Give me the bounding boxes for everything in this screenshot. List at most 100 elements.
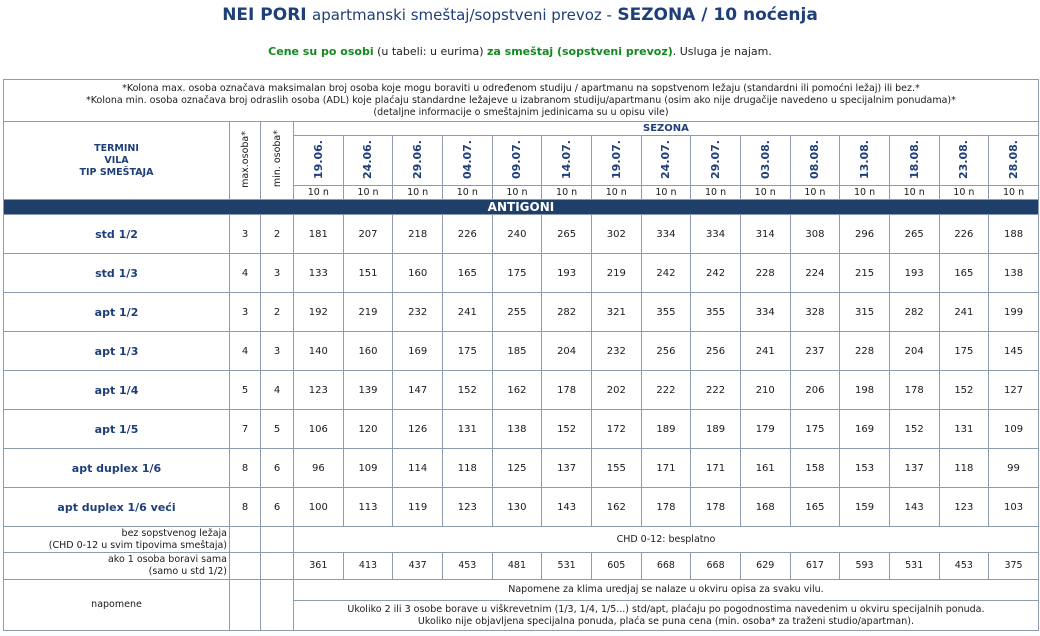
subtitle-accommodation: za smeštaj (sopstveni prevoz) (487, 45, 673, 58)
price-cell: 120 (342, 409, 394, 449)
date-cell: 03.08. (739, 135, 791, 186)
single-price-cell: 453 (441, 552, 493, 580)
price-cell: 237 (789, 331, 841, 371)
napomena-special-line2: Ukoliko nije objavljena specijalna ponud… (417, 615, 914, 627)
price-cell: 131 (938, 409, 990, 449)
single-price-cell: 531 (888, 552, 940, 580)
max-persons: 3 (229, 292, 261, 332)
napomene-row-1: napomene Napomene za klima uredjaj se na… (3, 579, 1039, 631)
date-cell: 29.07. (690, 135, 741, 186)
price-cell: 165 (789, 487, 841, 527)
note-min-persons: *Kolona min. osoba označava broj odrasli… (86, 94, 956, 106)
single-price-cell: 605 (590, 552, 642, 580)
price-cell: 152 (888, 409, 940, 449)
price-cell: 178 (888, 370, 940, 410)
chd-label-line1: bez sopstvenog ležaja (121, 527, 227, 539)
price-cell: 119 (392, 487, 443, 527)
date-cell: 14.07. (541, 135, 592, 186)
price-cell: 355 (690, 292, 741, 332)
page-title: NEI PORI apartmanski smeštaj/sopstveni p… (0, 5, 1040, 25)
room-type: apt 1/2 (3, 292, 230, 332)
price-cell: 152 (441, 370, 493, 410)
max-persons: 4 (229, 331, 261, 371)
price-cell: 131 (441, 409, 493, 449)
price-cell: 126 (392, 409, 443, 449)
note-details: (detaljne informacije o smeštajnim jedin… (373, 106, 669, 118)
price-cell: 109 (988, 409, 1039, 449)
nights-cell: 10 n (739, 185, 791, 200)
single-price-cell: 593 (839, 552, 890, 580)
price-cell: 302 (590, 214, 642, 254)
price-cell: 114 (392, 448, 443, 488)
header-max-cell: max.osoba* (229, 121, 261, 200)
price-cell: 165 (441, 253, 493, 293)
price-cell: 308 (789, 214, 841, 254)
single-price-cell: 531 (541, 552, 592, 580)
table-row: std 1/2 3 2 181 207 218 226 240 265 302 334 334 314 3… (3, 214, 1039, 254)
date-label: 24.07. (659, 139, 673, 179)
room-type: apt 1/5 (3, 409, 230, 449)
price-cell: 161 (739, 448, 791, 488)
title-season: SEZONA / 10 noćenja (617, 5, 818, 25)
chd-label: bez sopstvenog ležaja (CHD 0-12 u svim t… (3, 526, 230, 553)
price-cell: 232 (590, 331, 642, 371)
price-cell: 113 (342, 487, 394, 527)
price-cell: 179 (739, 409, 791, 449)
date-label: 03.08. (758, 139, 772, 179)
price-cell: 152 (938, 370, 990, 410)
price-cell: 328 (789, 292, 841, 332)
header-max-persons: max.osoba* (239, 130, 251, 188)
price-cell: 127 (988, 370, 1039, 410)
price-cell: 255 (491, 292, 543, 332)
price-cell: 175 (491, 253, 543, 293)
date-label: 24.06. (361, 139, 375, 179)
price-cell: 198 (839, 370, 890, 410)
price-cell: 204 (888, 331, 940, 371)
price-cell: 241 (739, 331, 791, 371)
price-cell: 118 (441, 448, 493, 488)
price-cell: 178 (690, 487, 741, 527)
nights-cell: 10 n (491, 185, 543, 200)
napomena-klima: Napomene za klima uredjaj se nalaze u ok… (293, 579, 1039, 601)
date-label: 08.08. (808, 139, 822, 179)
price-cell: 314 (739, 214, 791, 254)
title-description: apartmanski smeštaj/sopstveni prevoz - (312, 6, 612, 24)
subtitle-service: . Usluga je najam. (672, 45, 772, 58)
price-cell: 168 (739, 487, 791, 527)
price-cell: 162 (590, 487, 642, 527)
price-cell: 199 (988, 292, 1039, 332)
max-persons: 5 (229, 370, 261, 410)
nights-cell: 10 n (789, 185, 841, 200)
single-price-cell: 481 (491, 552, 543, 580)
date-cell: 18.08. (888, 135, 940, 186)
price-cell: 143 (541, 487, 592, 527)
nights-cell: 10 n (988, 185, 1039, 200)
note-max-persons: *Kolona max. osoba označava maksimalan b… (122, 82, 920, 94)
price-cell: 160 (392, 253, 443, 293)
price-cell: 207 (342, 214, 394, 254)
price-cell: 242 (640, 253, 692, 293)
room-type: apt 1/4 (3, 370, 230, 410)
price-cell: 241 (938, 292, 990, 332)
nights-cell: 10 n (590, 185, 642, 200)
price-cell: 175 (441, 331, 493, 371)
price-cell: 265 (541, 214, 592, 254)
price-cell: 160 (342, 331, 394, 371)
napomene-row-2: Ukoliko 2 ili 3 osobe borave u viškrevet… (4, 600, 1039, 631)
nights-cell: 10 n (839, 185, 890, 200)
min-persons: 6 (260, 448, 294, 488)
price-cell: 355 (640, 292, 692, 332)
title-villa: NEI PORI (222, 5, 307, 25)
price-cell: 123 (441, 487, 493, 527)
price-cell: 178 (541, 370, 592, 410)
price-cell: 189 (640, 409, 692, 449)
price-cell: 99 (988, 448, 1039, 488)
price-cell: 222 (690, 370, 741, 410)
price-cell: 169 (839, 409, 890, 449)
table-row: apt duplex 1/6 8 6 96 109 114 118 125 137 155 171 1… (3, 448, 1039, 488)
nights-cell: 10 n (342, 185, 394, 200)
room-type: std 1/3 (3, 253, 230, 293)
room-type: apt duplex 1/6 veći (3, 487, 230, 527)
price-cell: 226 (441, 214, 493, 254)
nights-cell: 10 n (441, 185, 493, 200)
